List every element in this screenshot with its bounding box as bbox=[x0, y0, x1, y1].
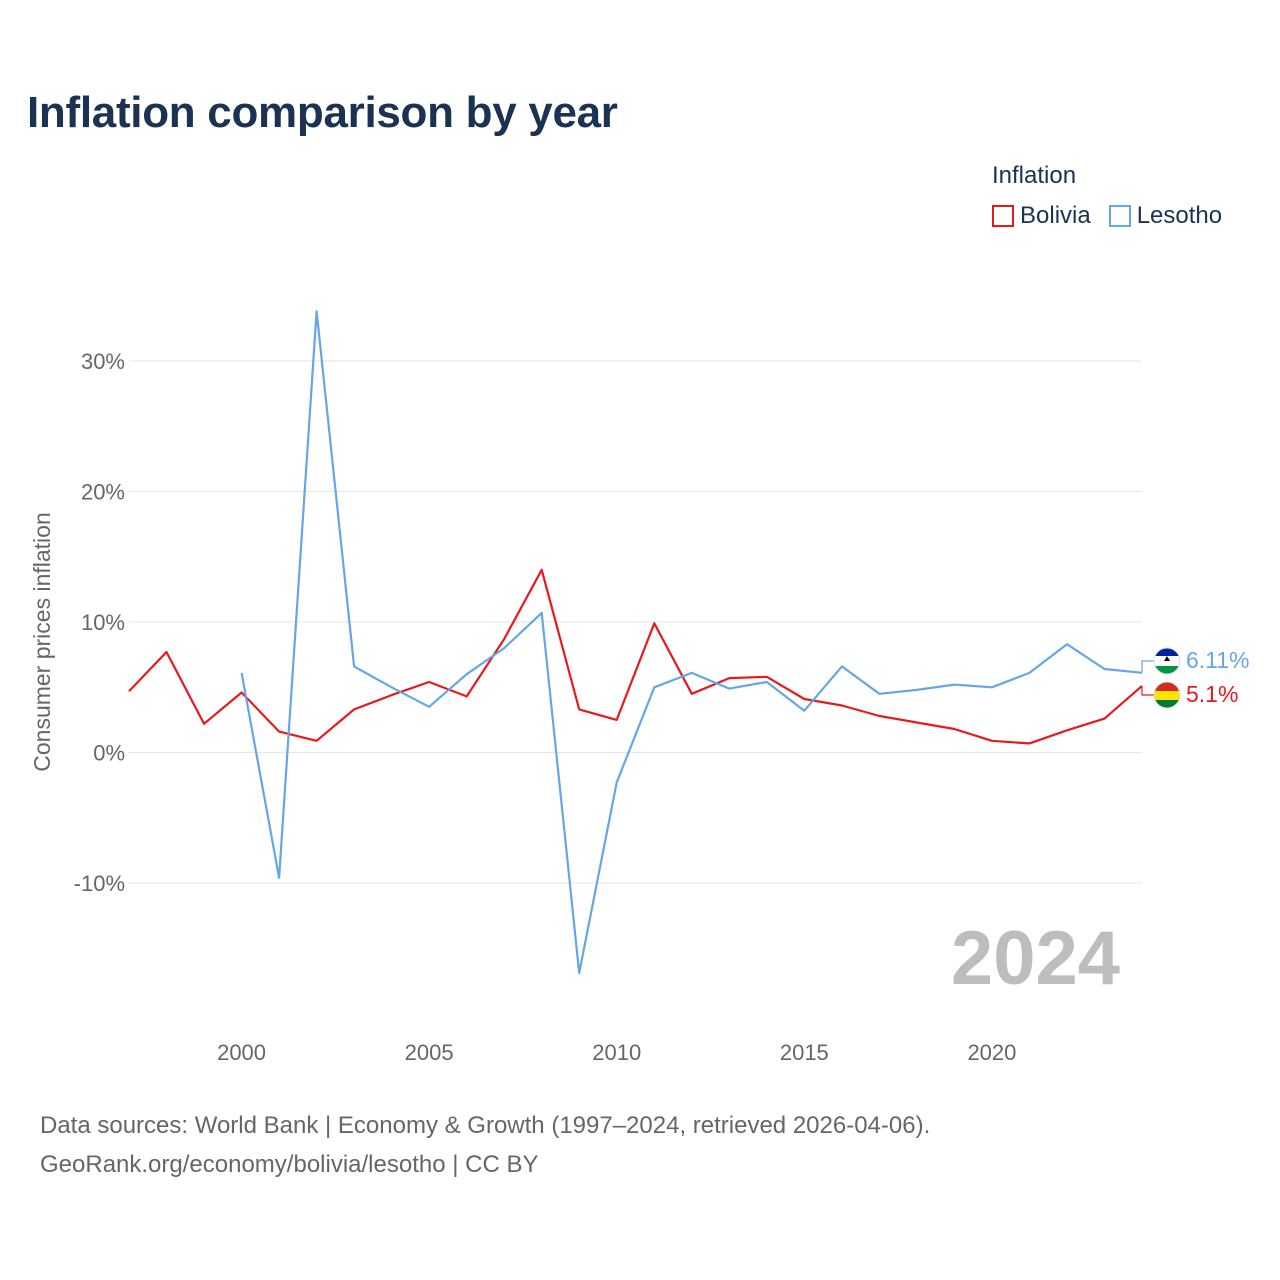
y-axis-title: Consumer prices inflation bbox=[29, 512, 55, 772]
lesotho-flag-icon bbox=[1153, 647, 1181, 675]
x-tick-label: 2000 bbox=[217, 1040, 266, 1065]
legend-label-lesotho: Lesotho bbox=[1136, 202, 1223, 229]
legend-swatch-lesotho bbox=[1108, 205, 1131, 227]
footer-sources: Data sources: World Bank | Economy & Gro… bbox=[40, 1112, 931, 1139]
x-tick-label: 2005 bbox=[405, 1040, 454, 1065]
footer: Data sources: World Bank | Economy & Gro… bbox=[40, 1106, 930, 1184]
legend: Inflation Bolivia Lesotho bbox=[992, 162, 1222, 230]
x-tick-label: 2020 bbox=[967, 1040, 1016, 1065]
legend-title: Inflation bbox=[992, 162, 1077, 189]
series-line-lesotho bbox=[240, 310, 1143, 975]
legend-item-lesotho[interactable]: Lesotho bbox=[1108, 202, 1223, 230]
end-connector bbox=[1141, 685, 1154, 696]
end-connector bbox=[1141, 660, 1154, 673]
footer-credit: GeoRank.org/economy/bolivia/lesotho | CC… bbox=[40, 1151, 539, 1178]
end-label-lesotho: 6.11% bbox=[1186, 647, 1250, 673]
legend-item-bolivia[interactable]: Bolivia bbox=[992, 202, 1091, 230]
y-tick-label: 20% bbox=[81, 480, 125, 505]
series-line-bolivia bbox=[128, 568, 1143, 745]
legend-swatch-bolivia bbox=[992, 205, 1014, 227]
y-tick-label: 30% bbox=[81, 349, 125, 374]
legend-label-bolivia: Bolivia bbox=[1020, 202, 1091, 229]
bolivia-flag-icon bbox=[1153, 681, 1181, 709]
y-tick-label: 0% bbox=[93, 741, 125, 766]
y-tick-label: 10% bbox=[81, 610, 125, 635]
x-tick-label: 2010 bbox=[592, 1040, 641, 1065]
x-tick-label: 2015 bbox=[780, 1040, 829, 1065]
y-tick-label: -10% bbox=[74, 871, 125, 896]
end-label-bolivia: 5.1% bbox=[1186, 681, 1238, 707]
year-watermark: 2024 bbox=[951, 916, 1120, 1001]
chart-title: Inflation comparison by year bbox=[27, 88, 618, 137]
